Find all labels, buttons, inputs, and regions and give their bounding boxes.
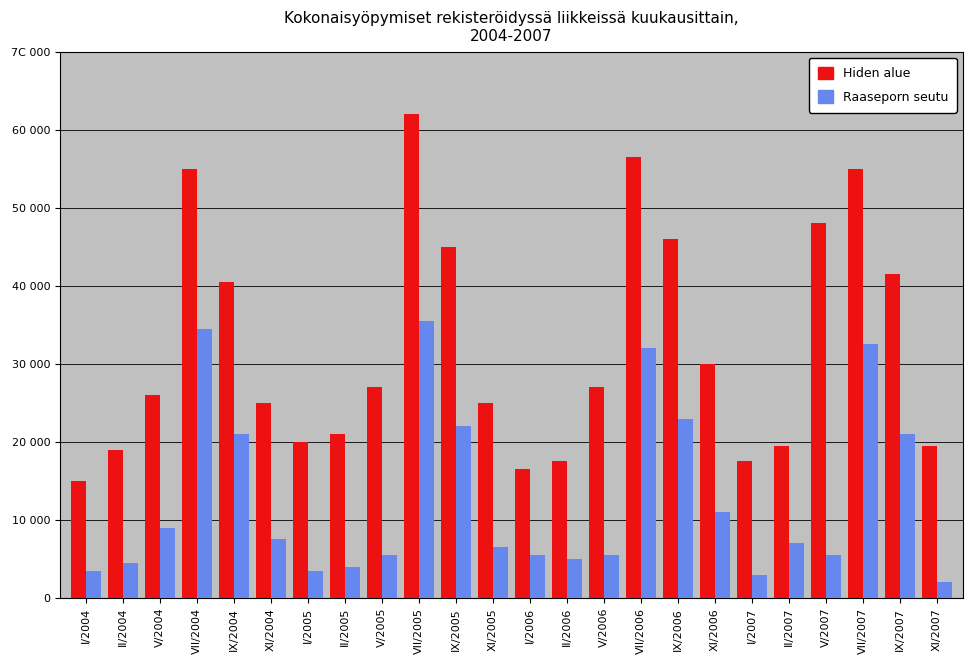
Bar bbox=[567, 559, 581, 598]
Bar bbox=[922, 446, 937, 598]
Title: Kokonaisyöpymiset rekisteröidyssä liikkeissä kuukausittain,
2004-2007: Kokonaisyöpymiset rekisteröidyssä liikke… bbox=[284, 11, 739, 43]
Bar bbox=[308, 571, 322, 598]
Bar bbox=[700, 364, 715, 598]
Bar bbox=[182, 169, 197, 598]
Bar bbox=[330, 434, 345, 598]
Bar bbox=[789, 543, 804, 598]
Bar bbox=[774, 446, 789, 598]
Bar bbox=[715, 512, 730, 598]
Bar bbox=[885, 274, 900, 598]
Bar bbox=[589, 387, 604, 598]
Bar bbox=[663, 239, 678, 598]
Bar bbox=[604, 555, 618, 598]
Bar bbox=[271, 539, 286, 598]
Bar bbox=[737, 462, 752, 598]
Bar bbox=[419, 321, 433, 598]
Bar bbox=[234, 434, 249, 598]
Bar bbox=[404, 114, 419, 598]
Bar bbox=[752, 575, 767, 598]
Bar bbox=[219, 282, 234, 598]
Bar bbox=[530, 555, 544, 598]
Bar bbox=[367, 387, 382, 598]
Bar bbox=[345, 567, 359, 598]
Bar bbox=[641, 348, 656, 598]
Bar bbox=[515, 469, 530, 598]
Bar bbox=[863, 344, 878, 598]
Bar bbox=[197, 329, 212, 598]
Bar bbox=[293, 442, 308, 598]
Bar bbox=[160, 528, 175, 598]
Bar bbox=[552, 462, 567, 598]
Bar bbox=[123, 563, 138, 598]
Bar bbox=[826, 555, 841, 598]
Bar bbox=[86, 571, 101, 598]
Legend: Hiden alue, Raaseporn seutu: Hiden alue, Raaseporn seutu bbox=[808, 58, 956, 112]
Bar bbox=[626, 157, 641, 598]
Bar bbox=[108, 450, 123, 598]
Bar bbox=[937, 583, 952, 598]
Bar bbox=[848, 169, 863, 598]
Bar bbox=[441, 247, 456, 598]
Bar bbox=[678, 418, 693, 598]
Bar bbox=[478, 403, 493, 598]
Bar bbox=[256, 403, 271, 598]
Bar bbox=[493, 547, 507, 598]
Bar bbox=[71, 481, 86, 598]
Bar bbox=[145, 395, 160, 598]
Bar bbox=[900, 434, 915, 598]
Bar bbox=[811, 223, 826, 598]
Bar bbox=[456, 426, 470, 598]
Bar bbox=[382, 555, 396, 598]
